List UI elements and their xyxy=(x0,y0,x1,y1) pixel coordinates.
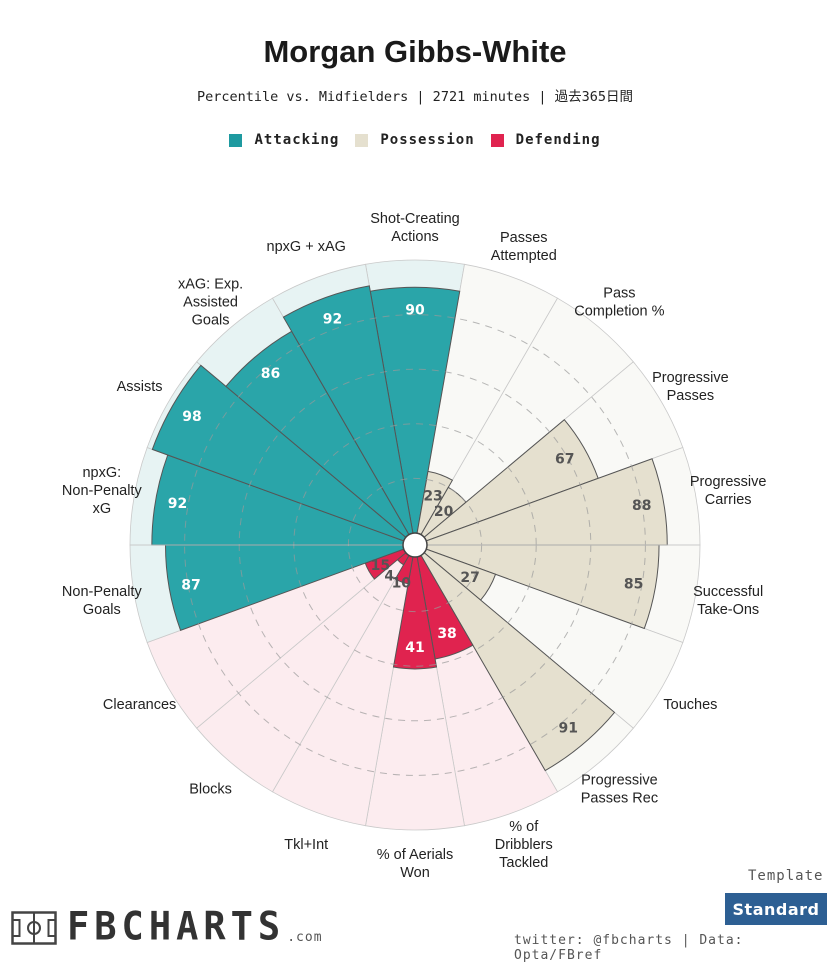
value-label: 41 xyxy=(405,640,424,656)
category-label: Assists xyxy=(117,379,163,395)
category-label: Pass Completion % xyxy=(574,285,664,319)
category-label: Touches xyxy=(663,697,717,713)
value-label: 23 xyxy=(423,488,442,504)
template-standard-button[interactable]: Standard xyxy=(725,893,827,925)
value-label: 92 xyxy=(323,311,342,327)
template-label: Template xyxy=(748,868,824,884)
value-label: 38 xyxy=(437,626,456,642)
pitch-icon xyxy=(11,911,57,945)
value-label: 87 xyxy=(181,578,200,594)
legend-item-attacking: Attacking xyxy=(229,132,339,148)
category-label: npxG: Non-Penalty xG xyxy=(62,465,143,517)
value-label: 88 xyxy=(632,498,651,514)
credit-line: twitter: @fbcharts | Data: Opta/FBref xyxy=(514,933,744,963)
category-label: % of Dribblers Tackled xyxy=(495,819,553,871)
category-labels: Shot-Creating Actions Passes Attempted Pass C… xyxy=(62,211,767,881)
category-label: Passes Attempted xyxy=(491,230,557,264)
category-label: Progressive Passes xyxy=(652,370,729,404)
value-label: 20 xyxy=(434,504,454,520)
legend-swatch-possession xyxy=(355,133,369,147)
value-label: 85 xyxy=(624,577,643,593)
logo-suffix: .com xyxy=(287,930,323,945)
category-label: Progressive Passes Rec xyxy=(581,773,658,807)
category-label: npxG + xAG xyxy=(267,239,346,255)
category-label: Non-Penalty Goals xyxy=(62,584,143,618)
legend: Attacking Possession Defending xyxy=(0,132,830,148)
chart-title: Morgan Gibbs-White xyxy=(263,34,567,69)
grid-rings xyxy=(130,314,700,776)
legend-item-possession: Possession xyxy=(355,132,474,148)
legend-item-defending: Defending xyxy=(490,132,601,148)
category-label: Blocks xyxy=(189,782,232,798)
value-label: 91 xyxy=(559,721,578,737)
category-label: xAG: Exp. Assisted Goals xyxy=(178,276,243,328)
value-label: 90 xyxy=(405,302,425,318)
center-circle xyxy=(402,532,428,558)
legend-label-possession: Possession xyxy=(380,132,475,148)
value-label: 92 xyxy=(168,496,187,512)
legend-label-defending: Defending xyxy=(515,132,601,148)
category-label: % of Aerials Won xyxy=(377,847,454,881)
value-label: 10 xyxy=(392,576,412,592)
category-label: Successful Take-Ons xyxy=(693,584,763,618)
legend-swatch-attacking xyxy=(229,133,243,147)
category-label: Clearances xyxy=(103,697,176,713)
value-label: 15 xyxy=(371,558,390,574)
category-label: Shot-Creating Actions xyxy=(370,211,459,245)
value-label: 27 xyxy=(460,570,479,586)
chart-subtitle: Percentile vs. Midfielders | 2721 minute… xyxy=(196,89,633,105)
category-label: Tkl+Int xyxy=(284,837,328,853)
legend-label-attacking: Attacking xyxy=(254,132,340,148)
logo-text: FBCHARTS xyxy=(67,903,286,950)
value-label: 4 xyxy=(384,569,394,585)
value-bars xyxy=(151,285,668,772)
category-label: Progressive Carries xyxy=(690,474,767,508)
value-label: 67 xyxy=(555,452,574,468)
fbcharts-logo: FBCHARTS .com xyxy=(11,903,323,950)
legend-swatch-defending xyxy=(490,133,504,147)
value-label: 98 xyxy=(182,409,201,425)
value-label: 86 xyxy=(261,366,280,382)
